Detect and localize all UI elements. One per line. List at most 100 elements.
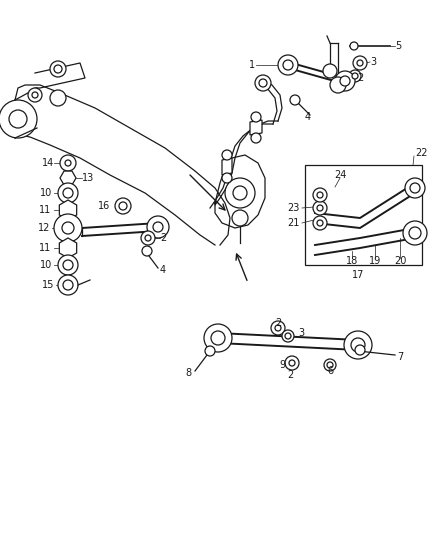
Circle shape (403, 221, 427, 245)
Circle shape (225, 178, 255, 208)
Circle shape (54, 65, 62, 73)
Circle shape (278, 55, 298, 75)
Circle shape (63, 260, 73, 270)
Text: 14: 14 (42, 158, 54, 168)
Polygon shape (250, 120, 262, 135)
Text: 4: 4 (160, 265, 166, 275)
Circle shape (222, 173, 232, 183)
Circle shape (141, 231, 155, 245)
Circle shape (271, 321, 285, 335)
Circle shape (63, 280, 73, 290)
Polygon shape (222, 158, 232, 175)
Circle shape (63, 188, 73, 198)
Circle shape (350, 42, 358, 50)
Text: 9: 9 (279, 360, 285, 370)
Text: 7: 7 (397, 352, 403, 362)
Text: 4: 4 (305, 112, 311, 122)
Text: 6: 6 (327, 366, 333, 376)
Circle shape (351, 338, 365, 352)
Circle shape (58, 183, 78, 203)
Circle shape (323, 64, 337, 78)
Circle shape (324, 359, 336, 371)
Polygon shape (60, 171, 76, 185)
Polygon shape (59, 200, 77, 220)
Polygon shape (59, 238, 77, 258)
Circle shape (355, 345, 365, 355)
Circle shape (50, 61, 66, 77)
Circle shape (313, 188, 327, 202)
Text: 11: 11 (39, 205, 51, 215)
Circle shape (147, 216, 169, 238)
Text: 13: 13 (82, 173, 94, 183)
Text: 16: 16 (98, 201, 110, 211)
Circle shape (62, 222, 74, 234)
Text: 17: 17 (352, 270, 364, 280)
Circle shape (50, 90, 66, 106)
Circle shape (9, 110, 27, 128)
Text: 2: 2 (160, 233, 166, 243)
Text: 3: 3 (370, 57, 376, 67)
Text: 8: 8 (186, 368, 192, 378)
Circle shape (251, 133, 261, 143)
Circle shape (285, 356, 299, 370)
Text: 3: 3 (298, 328, 304, 338)
Circle shape (313, 201, 327, 215)
Text: 23: 23 (288, 203, 300, 213)
Text: 1: 1 (249, 60, 255, 70)
Circle shape (317, 220, 323, 226)
Circle shape (60, 155, 76, 171)
Text: 20: 20 (394, 256, 406, 266)
Text: 2: 2 (287, 370, 293, 380)
Circle shape (58, 275, 78, 295)
Circle shape (28, 88, 42, 102)
Text: 2: 2 (357, 73, 363, 83)
Circle shape (211, 331, 225, 345)
Circle shape (410, 183, 420, 193)
Text: 12: 12 (38, 223, 50, 233)
Circle shape (65, 160, 71, 166)
Circle shape (283, 60, 293, 70)
Circle shape (285, 333, 291, 339)
Circle shape (153, 222, 163, 232)
Text: 10: 10 (40, 260, 52, 270)
Circle shape (352, 73, 358, 79)
Circle shape (330, 77, 346, 93)
Text: 2: 2 (275, 318, 281, 328)
Circle shape (289, 360, 295, 366)
Circle shape (222, 150, 232, 160)
Circle shape (275, 325, 281, 331)
Circle shape (349, 70, 361, 82)
Circle shape (233, 186, 247, 200)
Text: 18: 18 (346, 256, 358, 266)
Circle shape (357, 60, 363, 66)
Text: 15: 15 (42, 280, 54, 290)
Circle shape (313, 216, 327, 230)
Circle shape (54, 214, 82, 242)
Circle shape (115, 198, 131, 214)
Bar (305, 165, 422, 265)
Text: 5: 5 (395, 41, 401, 51)
Circle shape (327, 362, 333, 368)
Circle shape (204, 324, 232, 352)
Text: 22: 22 (415, 148, 427, 158)
Circle shape (232, 210, 248, 226)
Circle shape (290, 95, 300, 105)
Circle shape (0, 100, 37, 138)
Circle shape (145, 235, 151, 241)
Text: 10: 10 (40, 188, 52, 198)
Circle shape (405, 178, 425, 198)
Circle shape (32, 92, 38, 98)
Circle shape (282, 330, 294, 342)
Circle shape (353, 56, 367, 70)
Text: 19: 19 (369, 256, 381, 266)
Text: 21: 21 (288, 218, 300, 228)
Circle shape (317, 192, 323, 198)
Circle shape (119, 202, 127, 210)
Circle shape (409, 227, 421, 239)
Circle shape (205, 346, 215, 356)
Text: 11: 11 (39, 243, 51, 253)
Circle shape (255, 75, 271, 91)
Circle shape (317, 205, 323, 211)
Circle shape (259, 79, 267, 87)
Circle shape (142, 246, 152, 256)
